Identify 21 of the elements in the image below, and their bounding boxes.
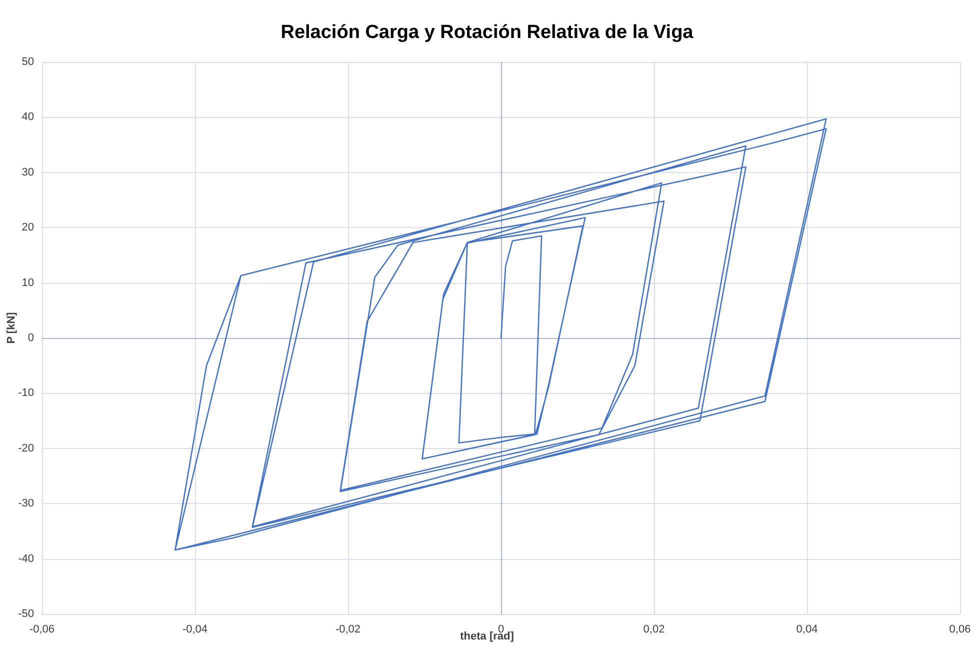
y-tick-label: -20 bbox=[18, 442, 34, 454]
line-series bbox=[174, 118, 827, 551]
y-tick-label: -10 bbox=[18, 387, 34, 400]
y-tick-label: 40 bbox=[22, 111, 34, 124]
x-axis-title: theta [rad] bbox=[460, 630, 514, 642]
x-tick-label: -0,04 bbox=[182, 624, 208, 636]
y-tick-label: -50 bbox=[18, 608, 34, 620]
y-tick-label: 20 bbox=[22, 222, 34, 234]
x-tick-label: -0,02 bbox=[335, 624, 361, 636]
y-axis-title: P [kN] bbox=[6, 312, 18, 344]
y-tick-label: 50 bbox=[22, 56, 34, 68]
x-tick-label: 0,04 bbox=[796, 624, 818, 636]
chart-title: Relación Carga y Rotación Relativa de la Viga bbox=[280, 22, 694, 43]
y-tick-label: 10 bbox=[22, 276, 34, 289]
x-tick-label: -0,06 bbox=[29, 624, 55, 636]
x-tick-label: 0,06 bbox=[949, 624, 971, 636]
y-tick-label: -40 bbox=[18, 552, 34, 565]
x-tick-label: 0,02 bbox=[643, 624, 665, 636]
y-tick-label: 0 bbox=[28, 332, 34, 344]
y-tick-label: -30 bbox=[18, 498, 34, 510]
y-tick-label: 30 bbox=[22, 166, 34, 178]
